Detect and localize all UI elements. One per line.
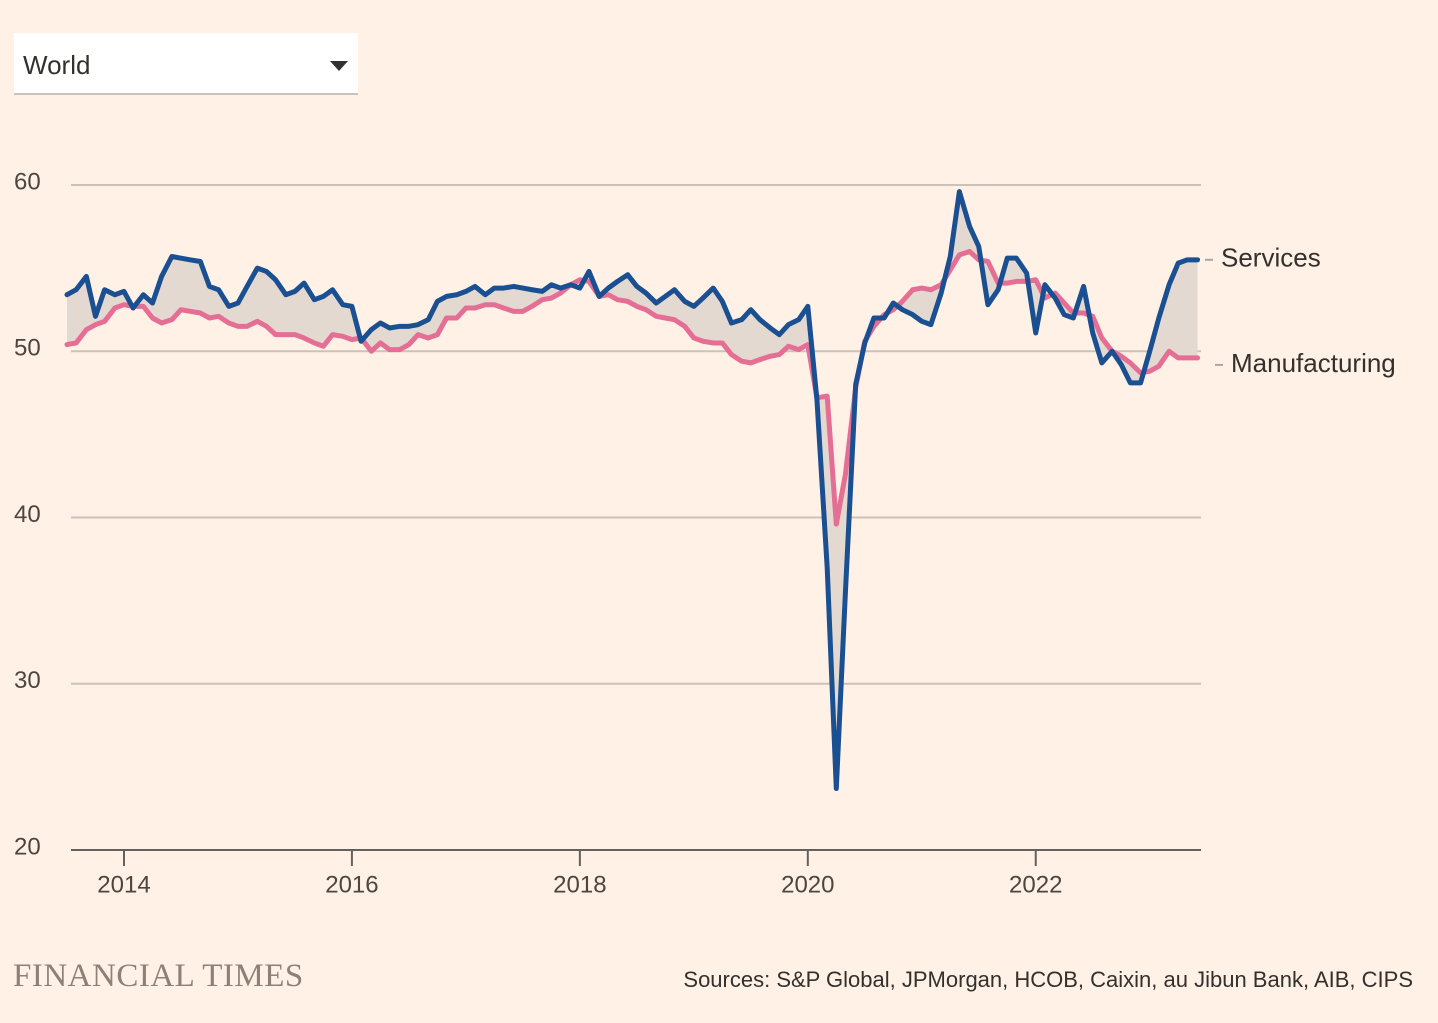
legend-label: Manufacturing <box>1231 348 1396 378</box>
y-tick-label: 20 <box>14 833 41 860</box>
y-tick-label: 30 <box>14 667 41 694</box>
series-line <box>64 249 1201 527</box>
y-tick-label: 50 <box>14 335 41 362</box>
x-tick-label: 2020 <box>781 871 834 898</box>
dropdown[interactable]: World <box>14 33 358 95</box>
y-tick-label: 60 <box>14 168 41 195</box>
source: Sources: S&P Global, JPMorgan, HCOB, Cai… <box>683 967 1413 992</box>
dropdown-arrow <box>330 61 348 71</box>
series-line <box>64 189 1201 791</box>
dropdown-label: World <box>23 50 91 80</box>
x-tick-label: 2022 <box>1009 871 1062 898</box>
brand: FINANCIAL TIMES <box>13 958 304 994</box>
x-tick-label: 2018 <box>553 871 606 898</box>
x-tick-label: 2016 <box>325 871 378 898</box>
legend-label: Services <box>1221 243 1321 273</box>
y-tick-label: 40 <box>14 501 41 528</box>
x-tick-label: 2014 <box>97 871 150 898</box>
